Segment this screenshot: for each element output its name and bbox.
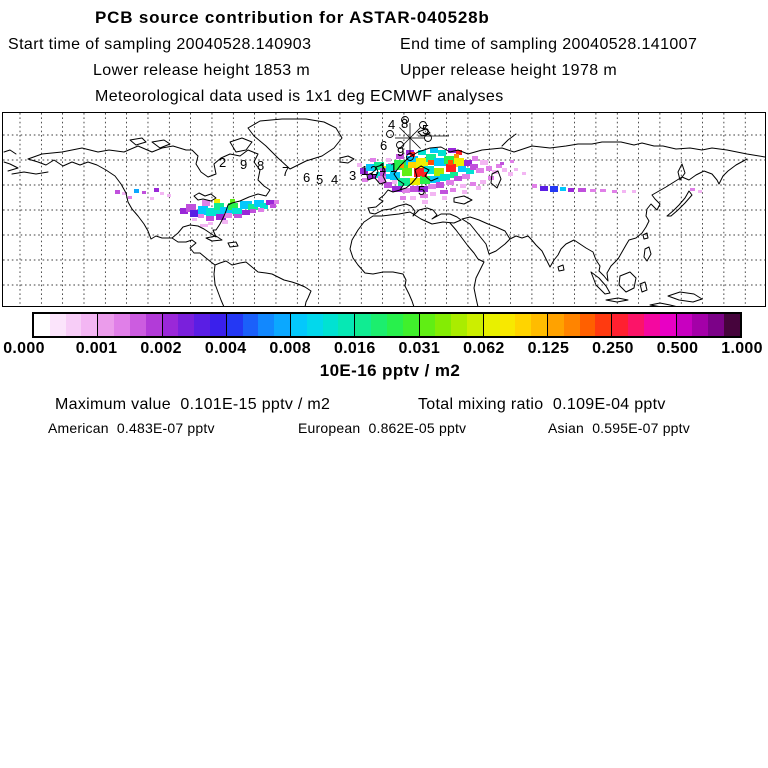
colorbar-unit-label: 10E-16 pptv / m2	[319, 361, 461, 380]
svg-text:4: 4	[331, 172, 338, 187]
svg-text:2: 2	[370, 163, 377, 178]
colorbar-cell	[225, 314, 243, 336]
svg-text:5: 5	[418, 183, 425, 198]
colorbar-cell	[547, 314, 564, 336]
colorbar-tick-label: 0.000	[3, 340, 45, 357]
colorbar-cell	[451, 314, 467, 336]
colorbar-cell	[81, 314, 98, 336]
colorbar-cell	[692, 314, 709, 336]
colorbar-tick-label: 0.008	[269, 340, 311, 357]
colorbar-tick-label: 1.000	[721, 340, 763, 357]
colorbar-cell	[563, 314, 580, 336]
colorbar-cell	[145, 314, 162, 336]
colorbar-cell	[466, 314, 483, 336]
colorbar-tick-label: 0.250	[592, 340, 634, 357]
page-title: PCB source contribution for ASTAR-040528…	[95, 8, 490, 27]
colorbar-cell	[178, 314, 195, 336]
colorbar-cell	[194, 314, 210, 336]
colorbar-cell	[274, 314, 290, 336]
start-time-label: Start time of sampling 20040528.140903	[8, 36, 312, 53]
svg-text:5: 5	[422, 122, 429, 137]
svg-text:3: 3	[349, 168, 356, 183]
upper-release-label: Upper release height 1978 m	[400, 62, 618, 79]
colorbar-cell	[129, 314, 146, 336]
svg-text:4: 4	[388, 117, 395, 132]
colorbar-cell	[482, 314, 500, 336]
stats-asian: Asian 0.595E-07 pptv	[548, 420, 690, 436]
release-marker	[386, 116, 449, 161]
svg-text:1: 1	[361, 163, 368, 178]
stats-european: European 0.862E-05 pptv	[298, 420, 467, 436]
svg-text:7: 7	[282, 164, 289, 179]
colorbar-cell	[708, 314, 724, 336]
colorbar-cell	[723, 314, 740, 336]
colorbar-cell	[611, 314, 629, 336]
colorbar-cell	[306, 314, 323, 336]
colorbar-cell	[114, 314, 130, 336]
colorbar-cell	[338, 314, 355, 336]
graticule-grid	[3, 113, 765, 306]
colorbar-cell	[322, 314, 339, 336]
colorbar-cell	[402, 314, 419, 336]
colorbar-cell	[595, 314, 612, 336]
colorbar-cell	[209, 314, 226, 336]
colorbar-cell	[386, 314, 403, 336]
colorbar-cell	[643, 314, 660, 336]
colorbar-cell	[354, 314, 372, 336]
svg-text:1: 1	[390, 160, 397, 175]
colorbar-cell	[97, 314, 115, 336]
colorbar-tick-label: 0.004	[204, 340, 247, 357]
colorbar-cell	[242, 314, 259, 336]
colorbar-cell	[531, 314, 547, 336]
colorbar-tick-label: 0.001	[75, 340, 118, 357]
colorbar-tick-labels: 0.000 0.001 0.002 0.004 0.008 0.016 0.031 0.062…	[0, 340, 768, 358]
colorbar-cell	[65, 314, 82, 336]
colorbar-cell	[371, 314, 387, 336]
lower-release-label: Lower release height 1853 m	[93, 62, 311, 79]
trajectory-day-labels: 4 8 56 91 158 7 6 5 4 3 1 22 9	[219, 116, 429, 198]
colorbar-cell	[515, 314, 532, 336]
colorbar-cell	[675, 314, 693, 336]
stats-american: American 0.483E-07 pptv	[48, 420, 215, 436]
map-coastlines	[3, 118, 766, 308]
colorbar-tick-label: 0.031	[398, 340, 441, 357]
colorbar-tick-label: 0.002	[140, 340, 182, 357]
svg-text:6: 6	[303, 170, 310, 185]
colorbar-cell	[435, 314, 452, 336]
svg-text:5: 5	[316, 172, 323, 187]
colorbar-cell	[418, 314, 436, 336]
colorbar-tick-label: 0.016	[333, 340, 376, 357]
stats-total-mixing-ratio: Total mixing ratio 0.109E-04 pptv	[418, 396, 666, 413]
colorbar-tick-label: 0.500	[656, 340, 699, 357]
colorbar-cell	[579, 314, 596, 336]
colorbar	[32, 312, 742, 338]
colorbar-cell	[499, 314, 516, 336]
colorbar-tick-label: 0.062	[463, 340, 505, 357]
colorbar-tick-label: 0.125	[527, 340, 570, 357]
colorbar-cell	[290, 314, 307, 336]
colorbar-cell	[34, 314, 50, 336]
svg-text:9: 9	[397, 144, 404, 159]
stats-maximum-value: Maximum value 0.101E-15 pptv / m2	[55, 396, 331, 413]
colorbar-cell	[49, 314, 66, 336]
colorbar-cell	[628, 314, 644, 336]
met-data-label: Meteorological data used is 1x1 deg ECMW…	[95, 88, 504, 105]
map-svg: 4 8 56 91 158 7 6 5 4 3 1 22 9	[3, 113, 766, 308]
colorbar-cell	[161, 314, 179, 336]
svg-text:1: 1	[379, 160, 386, 175]
colorbar-cell	[258, 314, 275, 336]
end-time-label: End time of sampling 20040528.141007	[400, 36, 698, 53]
colorbar-cell	[659, 314, 676, 336]
svg-text:8: 8	[257, 158, 264, 173]
svg-text:2: 2	[219, 155, 226, 170]
svg-text:6: 6	[380, 138, 387, 153]
svg-text:8: 8	[401, 116, 408, 131]
svg-text:9: 9	[240, 157, 247, 172]
